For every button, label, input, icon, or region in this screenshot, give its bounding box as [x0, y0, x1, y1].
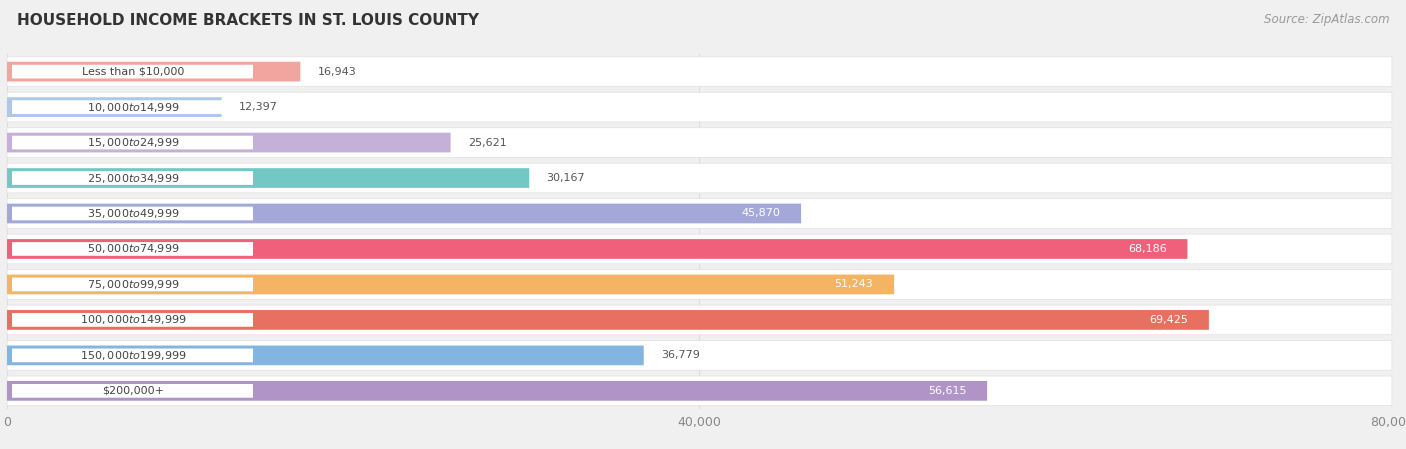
Text: $15,000 to $24,999: $15,000 to $24,999	[87, 136, 180, 149]
FancyBboxPatch shape	[7, 269, 1392, 299]
FancyBboxPatch shape	[7, 133, 450, 152]
FancyBboxPatch shape	[7, 234, 1392, 264]
FancyBboxPatch shape	[7, 57, 1392, 87]
FancyBboxPatch shape	[13, 136, 253, 150]
FancyBboxPatch shape	[7, 381, 987, 401]
FancyBboxPatch shape	[7, 239, 1188, 259]
Text: 51,243: 51,243	[835, 279, 873, 290]
FancyBboxPatch shape	[13, 277, 253, 291]
FancyBboxPatch shape	[7, 62, 301, 81]
Text: $25,000 to $34,999: $25,000 to $34,999	[87, 172, 180, 185]
FancyBboxPatch shape	[13, 242, 253, 256]
Text: 16,943: 16,943	[318, 66, 356, 77]
FancyBboxPatch shape	[7, 128, 1392, 158]
Text: $150,000 to $199,999: $150,000 to $199,999	[80, 349, 187, 362]
Text: 12,397: 12,397	[239, 102, 278, 112]
Text: $200,000+: $200,000+	[103, 386, 165, 396]
Text: $100,000 to $149,999: $100,000 to $149,999	[80, 313, 187, 326]
Text: Source: ZipAtlas.com: Source: ZipAtlas.com	[1264, 13, 1389, 26]
Text: 45,870: 45,870	[741, 208, 780, 219]
FancyBboxPatch shape	[13, 313, 253, 327]
FancyBboxPatch shape	[7, 346, 644, 365]
FancyBboxPatch shape	[7, 204, 801, 223]
Text: $35,000 to $49,999: $35,000 to $49,999	[87, 207, 180, 220]
FancyBboxPatch shape	[13, 65, 253, 79]
FancyBboxPatch shape	[7, 198, 1392, 229]
FancyBboxPatch shape	[7, 340, 1392, 370]
FancyBboxPatch shape	[7, 97, 222, 117]
Text: $50,000 to $74,999: $50,000 to $74,999	[87, 242, 180, 255]
FancyBboxPatch shape	[7, 163, 1392, 193]
Text: 68,186: 68,186	[1128, 244, 1167, 254]
FancyBboxPatch shape	[7, 376, 1392, 406]
FancyBboxPatch shape	[13, 207, 253, 220]
Text: 30,167: 30,167	[547, 173, 585, 183]
Text: 36,779: 36,779	[661, 350, 700, 361]
Text: $10,000 to $14,999: $10,000 to $14,999	[87, 101, 180, 114]
FancyBboxPatch shape	[7, 310, 1209, 330]
FancyBboxPatch shape	[7, 305, 1392, 335]
Text: HOUSEHOLD INCOME BRACKETS IN ST. LOUIS COUNTY: HOUSEHOLD INCOME BRACKETS IN ST. LOUIS C…	[17, 13, 479, 28]
FancyBboxPatch shape	[13, 348, 253, 362]
FancyBboxPatch shape	[7, 92, 1392, 122]
Text: 69,425: 69,425	[1149, 315, 1188, 325]
FancyBboxPatch shape	[13, 384, 253, 398]
FancyBboxPatch shape	[13, 100, 253, 114]
Text: 25,621: 25,621	[468, 137, 506, 148]
Text: Less than $10,000: Less than $10,000	[82, 66, 184, 77]
Text: 56,615: 56,615	[928, 386, 966, 396]
Text: $75,000 to $99,999: $75,000 to $99,999	[87, 278, 180, 291]
FancyBboxPatch shape	[13, 171, 253, 185]
FancyBboxPatch shape	[7, 275, 894, 294]
FancyBboxPatch shape	[7, 168, 529, 188]
